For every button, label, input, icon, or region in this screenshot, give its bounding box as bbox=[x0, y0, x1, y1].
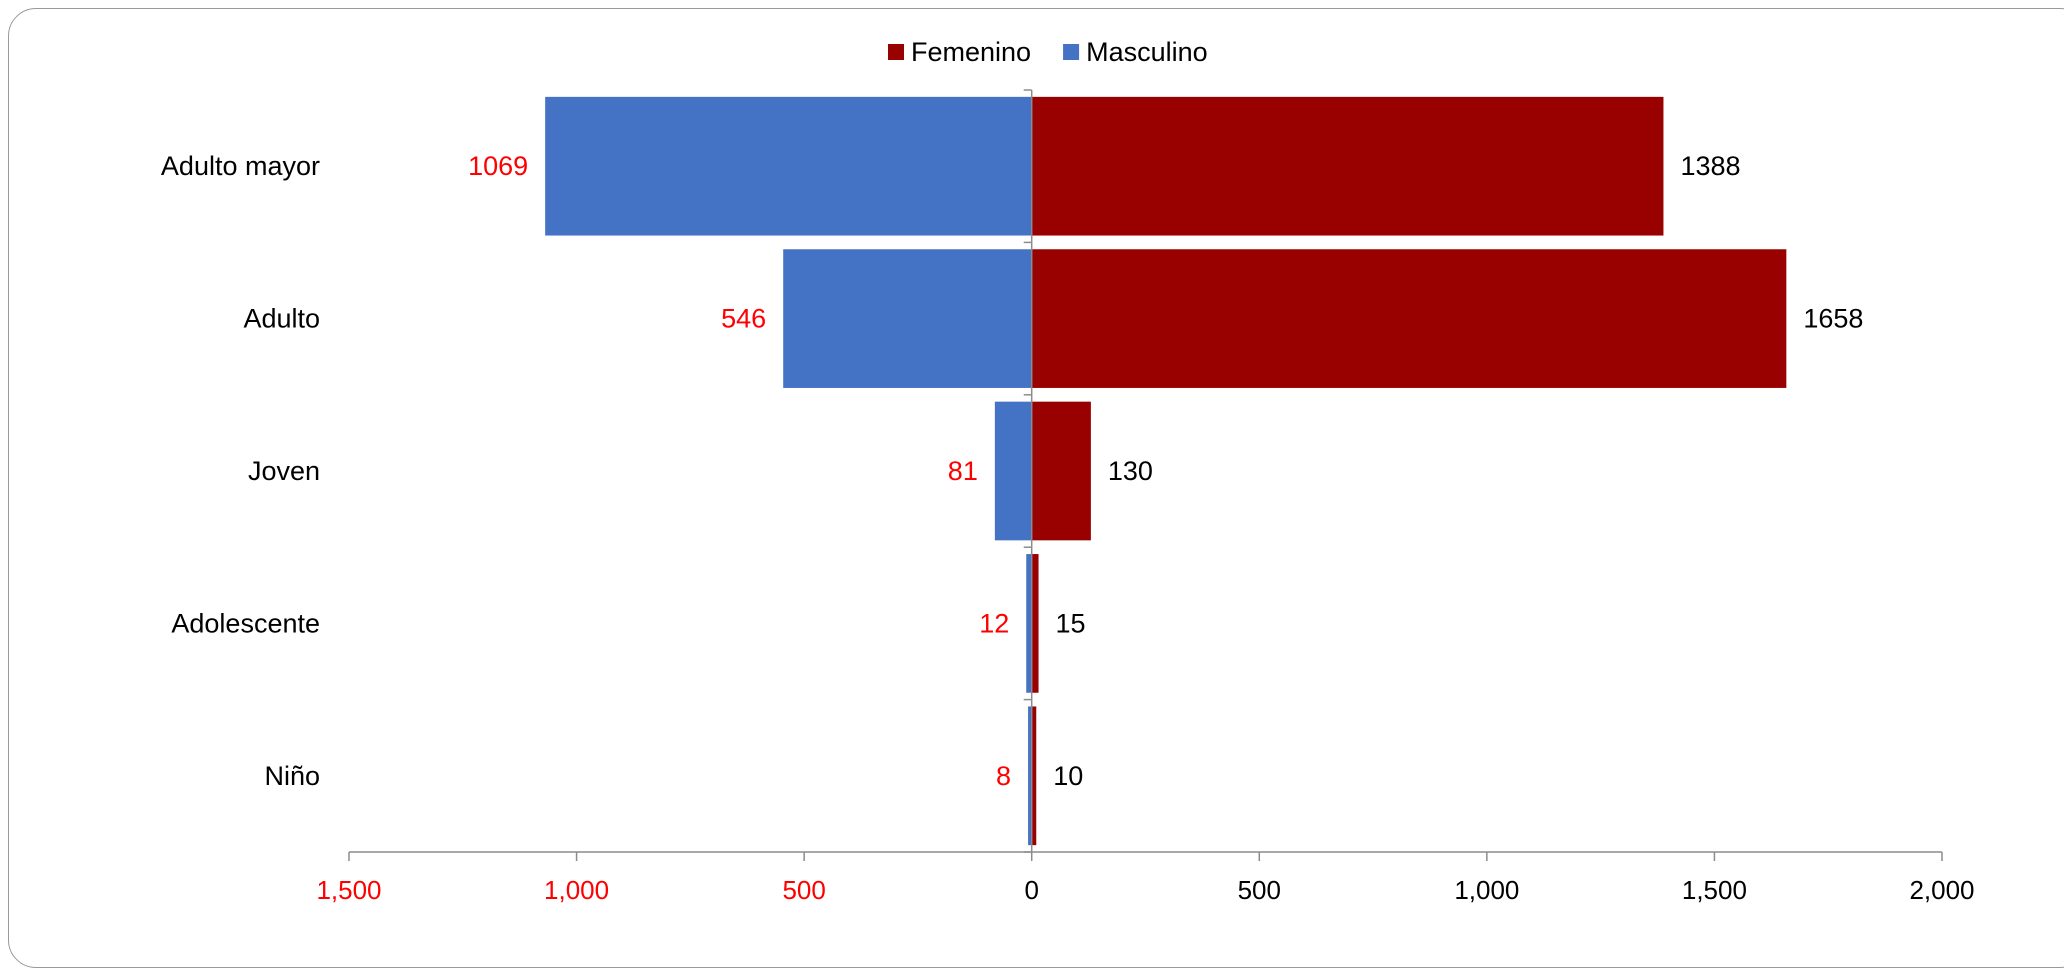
data-label-masculino-adolescente: 12 bbox=[979, 608, 1009, 638]
data-label-masculino-joven: 81 bbox=[948, 456, 978, 486]
bar-masculino-adulto-mayor bbox=[545, 96, 1032, 236]
data-label-masculino-adulto: 546 bbox=[721, 304, 766, 334]
bar-femenino-nino bbox=[1031, 706, 1037, 846]
labels: 1069 1388 Adulto mayor 546 1658 Adulto 81 130 Jo… bbox=[161, 151, 1863, 791]
x-tick-label: 1,000 bbox=[1454, 875, 1519, 905]
legend: Femenino Masculino bbox=[888, 37, 1208, 67]
data-label-masculino-adulto-mayor: 1069 bbox=[468, 151, 528, 181]
category-label-nino: Niño bbox=[264, 761, 320, 791]
legend-label-femenino: Femenino bbox=[911, 37, 1031, 67]
bar-masculino-nino bbox=[1028, 706, 1032, 846]
legend-label-masculino: Masculino bbox=[1086, 37, 1208, 67]
bars bbox=[545, 96, 1787, 846]
x-tick-label: 1,000 bbox=[544, 875, 609, 905]
category-label-adulto-mayor: Adulto mayor bbox=[161, 151, 320, 181]
data-label-femenino-adulto: 1658 bbox=[1803, 304, 1863, 334]
data-label-femenino-adulto-mayor: 1388 bbox=[1680, 151, 1740, 181]
x-tick-label: 500 bbox=[1238, 875, 1281, 905]
bar-masculino-adulto bbox=[783, 249, 1032, 388]
x-tick-label: 1,500 bbox=[1682, 875, 1747, 905]
data-label-femenino-nino: 10 bbox=[1053, 761, 1083, 791]
data-label-masculino-nino: 8 bbox=[996, 761, 1011, 791]
bar-femenino-adulto-mayor bbox=[1031, 96, 1664, 236]
category-label-joven: Joven bbox=[248, 456, 320, 486]
x-tick-label: 500 bbox=[782, 875, 825, 905]
x-tick-label: 0 bbox=[1024, 875, 1038, 905]
category-label-adulto: Adulto bbox=[243, 304, 320, 334]
bar-femenino-adulto bbox=[1031, 249, 1787, 388]
legend-swatch-masculino bbox=[1063, 44, 1080, 60]
data-label-femenino-adolescente: 15 bbox=[1056, 608, 1086, 638]
bar-femenino-adolescente bbox=[1031, 554, 1039, 693]
data-label-femenino-joven: 130 bbox=[1108, 456, 1153, 486]
bar-masculino-joven bbox=[994, 401, 1032, 541]
bar-masculino-adolescente bbox=[1026, 554, 1032, 693]
category-label-adolescente: Adolescente bbox=[171, 608, 320, 638]
x-tick-label: 1,500 bbox=[316, 875, 381, 905]
axes: 1,500 1,000 500 0 500 1,000 1,500 2,000 bbox=[316, 89, 1975, 905]
x-tick-label: 2,000 bbox=[1909, 875, 1974, 905]
bar-femenino-joven bbox=[1031, 401, 1091, 541]
legend-swatch-femenino bbox=[888, 44, 904, 60]
